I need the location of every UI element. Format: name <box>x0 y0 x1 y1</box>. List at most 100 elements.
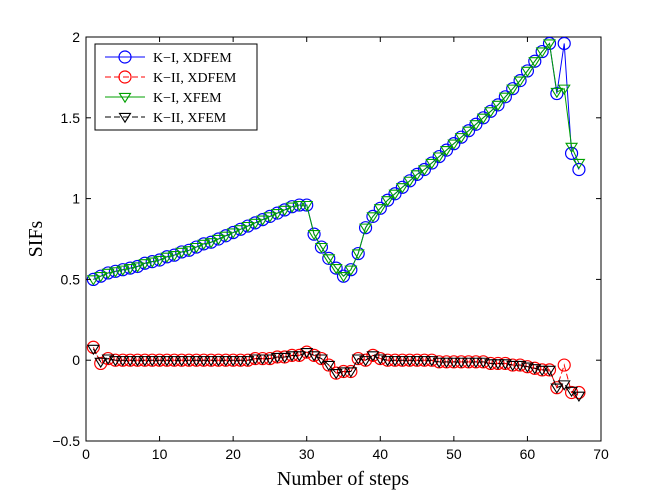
data-point <box>241 356 255 367</box>
data-point <box>454 357 468 369</box>
data-point <box>131 356 144 367</box>
data-point <box>440 145 453 157</box>
data-point <box>256 354 270 365</box>
data-point <box>476 357 490 369</box>
data-point <box>432 357 446 369</box>
data-point <box>417 356 431 367</box>
x-tick-label: 60 <box>520 446 536 462</box>
data-point <box>344 265 358 276</box>
y-tick-label: 0.5 <box>61 271 81 287</box>
data-point <box>410 170 424 181</box>
data-point <box>153 255 167 267</box>
data-point <box>138 356 152 367</box>
data-point <box>167 251 181 262</box>
data-point <box>94 356 108 371</box>
data-point <box>248 354 262 365</box>
legend-marker <box>118 112 132 124</box>
data-point <box>248 218 262 230</box>
data-point <box>491 100 505 112</box>
data-point <box>572 158 586 170</box>
data-point <box>145 356 159 367</box>
y-tick-label: 0 <box>72 352 80 368</box>
data-point <box>403 356 417 367</box>
x-tick-label: 10 <box>152 446 168 462</box>
legend-entry: K−II, XDFEM <box>105 70 237 86</box>
data-point <box>234 356 247 367</box>
x-tick-label: 70 <box>593 446 609 462</box>
data-point <box>403 176 417 188</box>
data-point <box>373 204 387 215</box>
data-point <box>197 239 211 251</box>
data-point <box>285 351 299 362</box>
data-point <box>469 120 483 131</box>
data-point <box>94 272 108 283</box>
y-tick-label: 1.5 <box>61 110 81 126</box>
data-point <box>381 196 395 207</box>
data-point <box>543 39 556 50</box>
data-point <box>337 367 350 378</box>
data-point <box>226 356 240 367</box>
data-point <box>138 259 152 270</box>
data-point <box>476 113 490 125</box>
data-point <box>388 356 402 367</box>
data-point <box>197 356 211 367</box>
data-point <box>94 357 108 369</box>
data-point <box>204 238 218 249</box>
data-point <box>322 254 336 265</box>
data-point <box>572 391 586 403</box>
data-point <box>565 142 579 154</box>
legend: K−I, XDFEM K−II, XDFEM K−I, XFEM K−II, XFEM <box>94 43 258 131</box>
data-point <box>484 359 498 370</box>
data-point <box>108 356 122 367</box>
data-point <box>241 221 255 233</box>
data-point <box>307 230 321 241</box>
data-point <box>86 275 100 286</box>
data-point <box>219 231 233 243</box>
data-point <box>557 358 571 372</box>
data-point <box>344 367 358 378</box>
data-point <box>86 344 100 356</box>
data-point <box>175 356 189 367</box>
legend-entry: K−I, XFEM <box>105 91 222 106</box>
legend-label: K−I, XFEM <box>153 91 222 106</box>
series-line <box>93 42 580 280</box>
data-point <box>263 212 277 223</box>
data-point <box>211 234 225 246</box>
data-point <box>513 360 527 372</box>
y-tick-label: 1 <box>72 191 80 207</box>
data-point <box>359 223 373 234</box>
data-point <box>491 359 505 370</box>
data-point <box>359 356 373 367</box>
data-point <box>388 189 402 201</box>
data-point <box>498 359 512 370</box>
data-point <box>557 36 571 51</box>
data-point <box>337 272 350 283</box>
data-point <box>557 84 571 95</box>
data-point <box>234 225 247 236</box>
y-axis-title: SIFs <box>25 220 47 257</box>
data-point <box>101 354 115 365</box>
data-point <box>292 351 306 362</box>
x-tick-label: 20 <box>225 446 241 462</box>
legend-entry: K−I, XDFEM <box>105 50 232 66</box>
data-point <box>278 352 292 364</box>
data-point <box>520 66 534 78</box>
x-tick-label: 30 <box>299 446 315 462</box>
x-tick-label: 0 <box>82 446 90 462</box>
series-3 <box>86 39 586 286</box>
data-point <box>447 139 461 150</box>
data-point <box>425 356 439 367</box>
data-point <box>278 205 292 217</box>
data-point <box>351 249 365 260</box>
legend-label: K−I, XDFEM <box>153 51 232 66</box>
data-point <box>447 357 461 369</box>
data-point <box>528 364 542 375</box>
data-point <box>292 200 306 212</box>
data-point <box>153 356 167 367</box>
x-tick-label: 50 <box>446 446 462 462</box>
data-point <box>572 162 586 177</box>
data-point <box>395 183 409 194</box>
data-point <box>189 242 203 254</box>
data-point <box>432 152 446 163</box>
data-point <box>410 356 424 367</box>
